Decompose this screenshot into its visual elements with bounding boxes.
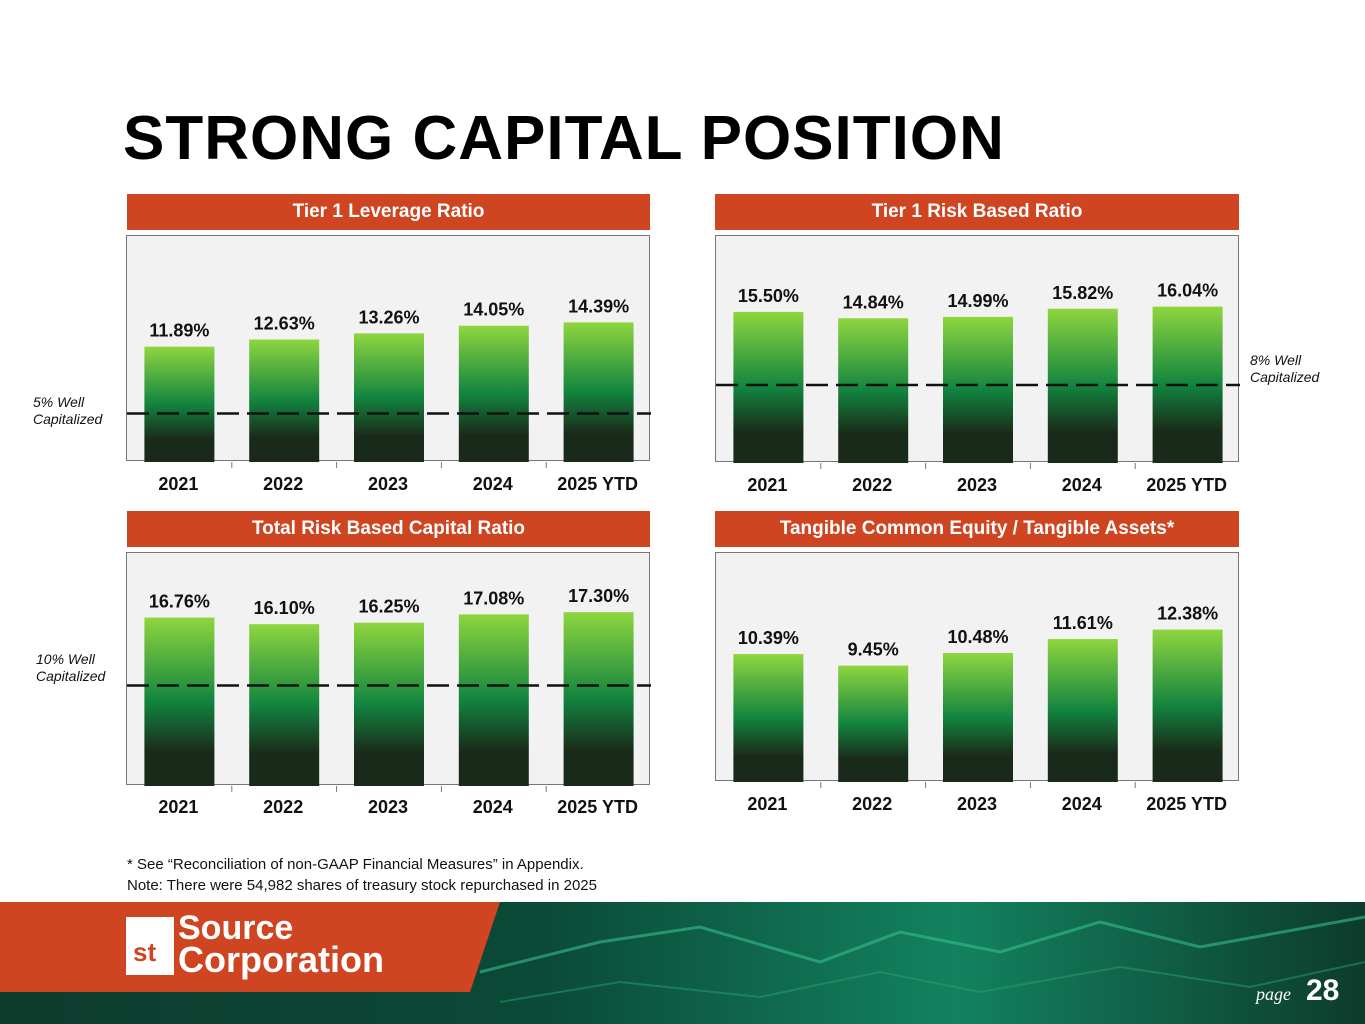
x-tick-label: 2022	[263, 474, 304, 494]
x-tick-label: 2025 YTD	[557, 474, 638, 494]
bar-2025-ytd	[563, 612, 634, 786]
logo-mark-text: st	[133, 937, 157, 967]
x-tick-label: 2023	[956, 475, 998, 495]
x-tick-label: 2025 YTD	[1146, 475, 1227, 495]
bar-2024	[458, 614, 529, 786]
page-word: page	[1256, 984, 1291, 1004]
bar-2023	[354, 622, 424, 786]
logo-source-text: Source	[178, 909, 294, 947]
logo-corporation-text: Corporation	[178, 939, 384, 980]
x-tick-label: 2023	[367, 474, 409, 494]
reference-label-line1: 5% Well	[33, 394, 85, 410]
data-label: 13.26%	[358, 307, 419, 327]
data-label: 14.39%	[568, 296, 629, 316]
chart-title-tce: Tangible Common Equity / Tangible Assets…	[715, 511, 1239, 547]
chart-plot-total-risk: 16.76% 16.10% 16.25% 17.08% 17.30%	[126, 552, 651, 792]
x-tick-label: 2025 YTD	[1146, 794, 1227, 814]
logo-mark	[126, 917, 174, 975]
data-label: 12.38%	[1157, 604, 1218, 624]
bar-2021	[733, 311, 804, 463]
reference-label-10pct: 10% Well Capitalized	[36, 651, 105, 685]
reference-label-line2: Capitalized	[36, 668, 106, 684]
x-tick-label: 2024	[472, 474, 513, 494]
chart-svg-2: 16.76% 16.10% 16.25% 17.08% 17.30%	[127, 586, 651, 792]
data-label: 10.48%	[947, 627, 1008, 647]
bar-2024	[458, 325, 529, 462]
data-label: 10.39%	[738, 628, 799, 648]
reference-label-line2: Capitalized	[1250, 369, 1320, 385]
chart-plot-tier1-leverage: 11.89% 12.63% 13.26% 14.05% 14.39%	[126, 235, 651, 468]
bar-2022	[838, 665, 909, 782]
data-label: 16.76%	[149, 592, 210, 612]
footer-decoration	[479, 915, 1365, 1003]
chart-title-tier1-leverage: Tier 1 Leverage Ratio	[127, 194, 650, 230]
reference-label-8pct: 8% Well Capitalized	[1250, 352, 1319, 386]
x-tick-label: 2022	[852, 475, 893, 495]
bar-2025-ytd	[1152, 629, 1223, 782]
x-tick-label: 2022	[263, 797, 304, 817]
data-label: 17.30%	[568, 586, 629, 606]
reference-label-line1: 10% Well	[36, 651, 95, 667]
bar-2025-ytd	[563, 322, 634, 462]
data-label: 16.25%	[358, 597, 419, 617]
footer-logo-panel	[0, 902, 500, 992]
x-tick-label: 2024	[1061, 475, 1102, 495]
bar-2023	[943, 652, 1013, 782]
bar-2022	[249, 624, 320, 786]
chart-title-tier1-risk: Tier 1 Risk Based Ratio	[715, 194, 1239, 230]
chart-title-total-risk: Total Risk Based Capital Ratio	[127, 511, 650, 547]
bar-2023	[943, 316, 1013, 463]
footnote-nongaap: * See “Reconciliation of non-GAAP Financ…	[127, 856, 584, 873]
x-tick-label: 2023	[956, 794, 998, 814]
x-tick-label: 2021	[747, 794, 788, 814]
data-label: 17.08%	[463, 588, 524, 608]
bar-2021	[144, 617, 215, 786]
x-tick-label: 2024	[472, 797, 513, 817]
x-tick-label: 2022	[852, 794, 893, 814]
data-label: 11.61%	[1053, 613, 1113, 633]
page-title: STRONG CAPITAL POSITION	[123, 104, 1005, 173]
chart-svg-0: 11.89% 12.63% 13.26% 14.05% 14.39%	[127, 296, 651, 468]
data-label: 11.89%	[149, 321, 209, 341]
data-label: 15.50%	[738, 286, 799, 306]
data-label: 14.84%	[843, 292, 904, 312]
footnote-treasury: Note: There were 54,982 shares of treasu…	[127, 877, 597, 894]
reference-label-5pct: 5% Well Capitalized	[33, 394, 102, 428]
chart-plot-tier1-risk: 15.50% 14.84% 14.99% 15.82% 16.04%	[715, 235, 1240, 469]
data-label: 14.99%	[947, 291, 1008, 311]
data-label: 15.82%	[1052, 283, 1113, 303]
bar-2021	[144, 346, 215, 462]
reference-label-line2: Capitalized	[33, 411, 103, 427]
chart-svg-1: 15.50% 14.84% 14.99% 15.82% 16.04%	[716, 281, 1240, 469]
x-tick-label: 2021	[158, 474, 199, 494]
data-label: 12.63%	[254, 313, 315, 333]
data-label: 16.10%	[254, 598, 315, 618]
data-label: 14.05%	[463, 300, 524, 320]
page-number: 28	[1306, 974, 1340, 1007]
x-tick-label: 2021	[747, 475, 788, 495]
bar-2021	[733, 654, 804, 782]
chart-plot-tce: 10.39% 9.45% 10.48% 11.61% 12.38%	[715, 552, 1239, 788]
bar-2023	[354, 333, 424, 462]
bar-2022	[249, 339, 320, 462]
data-label: 16.04%	[1157, 281, 1218, 301]
x-tick-label: 2025 YTD	[557, 797, 638, 817]
data-label: 9.45%	[848, 640, 899, 660]
company-logo: st Source Corporation	[126, 909, 456, 980]
x-tick-label: 2023	[367, 797, 409, 817]
reference-label-line1: 8% Well	[1250, 352, 1302, 368]
bar-2024	[1047, 639, 1118, 782]
x-tick-label: 2024	[1061, 794, 1102, 814]
chart-svg-3: 10.39% 9.45% 10.48% 11.61% 12.38%	[733, 604, 1223, 788]
bar-2022	[838, 318, 909, 463]
x-tick-label: 2021	[158, 797, 199, 817]
